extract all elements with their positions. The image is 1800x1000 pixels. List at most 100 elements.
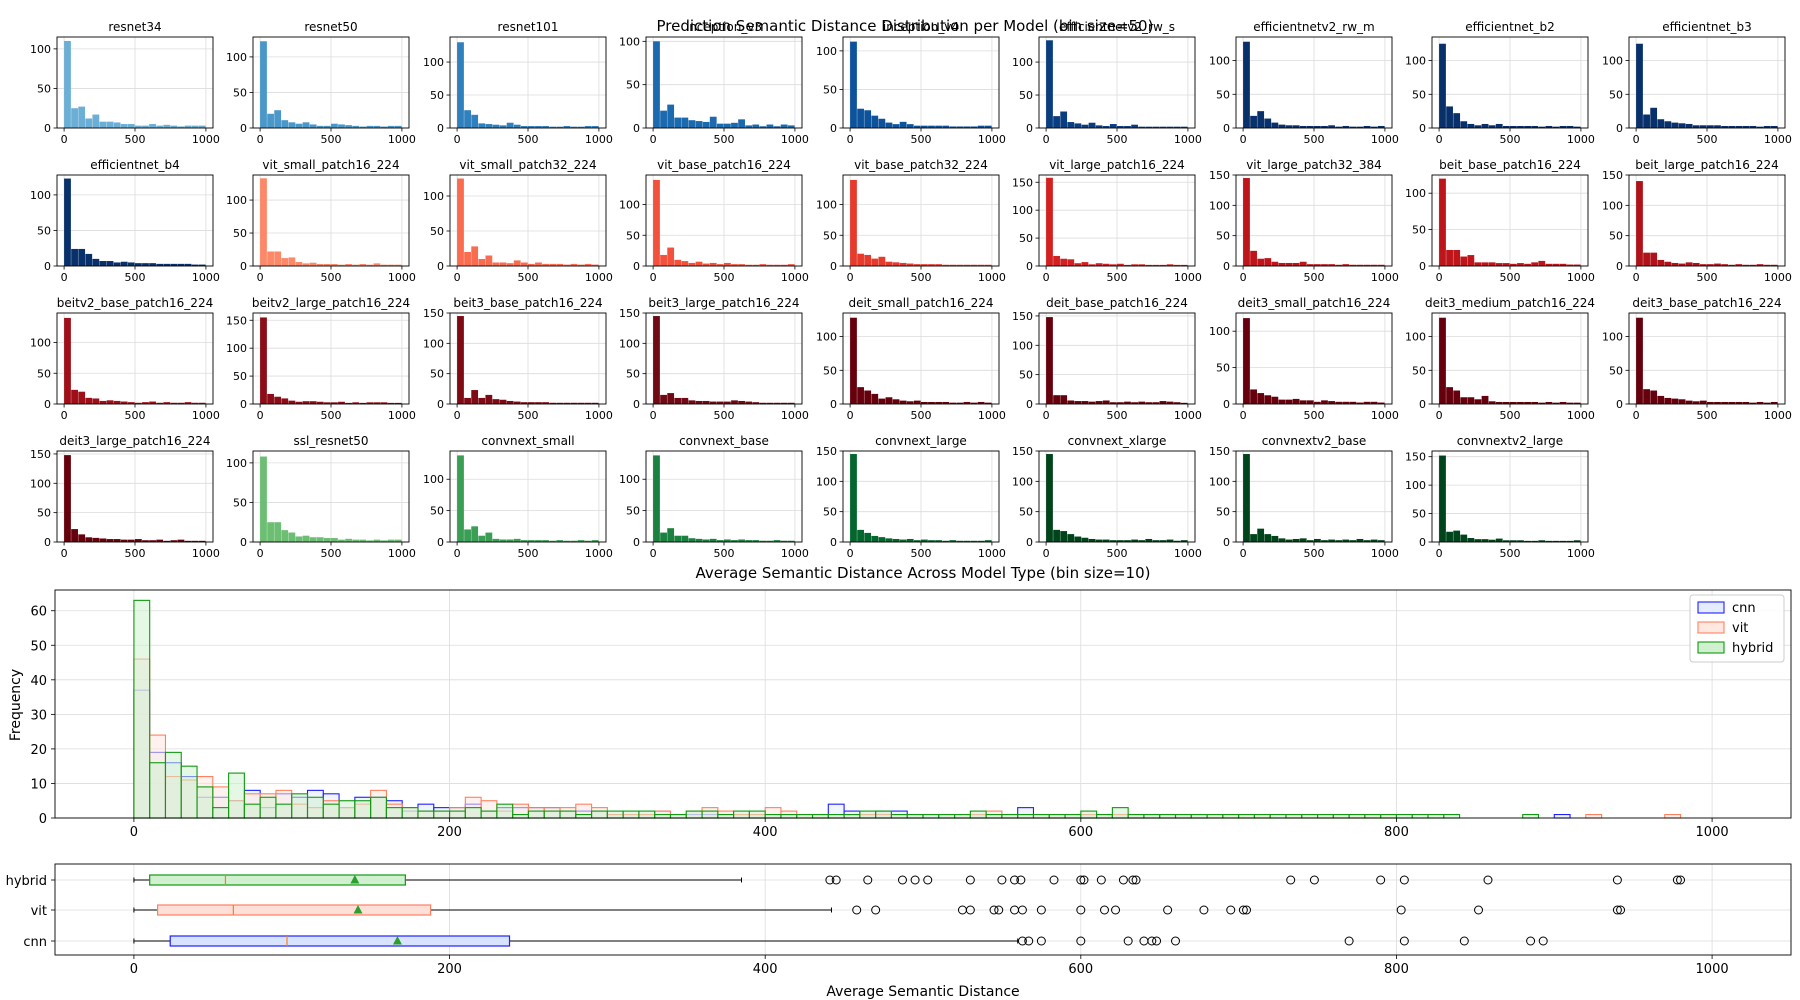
panel-13-bar — [913, 264, 921, 266]
panel-19-bar — [387, 402, 395, 404]
panel-33-xtick-label: 1000 — [1371, 547, 1399, 560]
panel-16-bar — [1467, 255, 1475, 266]
panel-24-xtick-label: 1000 — [1371, 409, 1399, 422]
panel-9-bar — [184, 263, 192, 266]
panel-14-ytick-label: 100 — [1012, 204, 1033, 217]
panel-29-bar — [577, 540, 585, 542]
mid-bar-hybrid — [1238, 813, 1255, 819]
panel-1-xtick-label: 1000 — [388, 133, 416, 146]
panel-18-ytick-label: 0 — [44, 398, 51, 411]
mid-bar-hybrid — [417, 810, 435, 819]
panel-7-xtick-label: 0 — [1436, 133, 1443, 146]
panel-31-bar — [892, 538, 900, 542]
panel-10-bar — [373, 263, 381, 266]
panel-28-bar — [380, 540, 388, 542]
panel-3-bar — [787, 125, 795, 128]
panel-9-bar — [78, 248, 86, 266]
panel-1-bar — [352, 125, 360, 128]
panel-7-bar — [1460, 121, 1468, 128]
panel-18-xtick-label: 1000 — [192, 409, 220, 422]
panel-10-bar — [302, 263, 310, 266]
panel-7-bar — [1439, 43, 1446, 129]
legend-swatch-cnn — [1697, 601, 1725, 614]
panel-28-bar — [260, 456, 267, 542]
box-hybrid-outlier — [863, 875, 873, 885]
box-cnn-outlier — [1036, 936, 1046, 946]
box-cnn-label: cnn — [23, 935, 47, 950]
panel-14-bar — [1124, 264, 1131, 266]
panel-25-xtick-label: 500 — [1500, 409, 1521, 422]
panel-30-bar — [716, 540, 724, 542]
panel-14-bar — [1046, 177, 1053, 266]
panel-26-bar — [1685, 400, 1693, 404]
panel-2-bar — [591, 126, 599, 128]
panel-20-bar — [556, 402, 564, 404]
panel-3-bar — [674, 117, 682, 128]
box-xtick-label: 600 — [1068, 962, 1093, 977]
panel-17-bar — [1756, 264, 1764, 266]
panel-17-bar — [1749, 264, 1757, 266]
panel-5-bar — [1088, 122, 1096, 128]
box-vit-outlier — [1616, 905, 1626, 915]
panel-9-bar — [191, 264, 199, 266]
panel-15-ytick-label: 50 — [1216, 230, 1230, 243]
box-hybrid-outlier — [831, 875, 841, 885]
panel-17-bar — [1707, 264, 1714, 266]
panel-11-bar — [478, 259, 486, 266]
panel-19-title: beitv2_large_patch16_224 — [252, 296, 410, 310]
panel-30-bar — [738, 539, 745, 542]
panel-3-bar — [709, 116, 717, 128]
panel-16-bar — [1517, 263, 1524, 266]
panel-2-bar — [485, 124, 493, 128]
panel-16-bar — [1474, 262, 1482, 266]
panel-1-bar — [295, 123, 303, 128]
panel-18-bar — [78, 391, 86, 404]
panel-18-title: beitv2_base_patch16_224 — [57, 296, 213, 310]
panel-1-bar — [345, 125, 352, 128]
box-hybrid-outlier — [1079, 875, 1089, 885]
panel-21-bar — [681, 397, 689, 404]
panel-22-bar — [977, 401, 985, 404]
panel-12-bar — [674, 259, 682, 266]
panel-25-bar — [1517, 401, 1524, 404]
panel-26-bar — [1763, 402, 1771, 404]
panel-28-bar — [338, 539, 345, 542]
panel-33-bar — [1306, 540, 1314, 542]
panel-1-bar — [387, 125, 395, 128]
panel-33-ytick-label: 100 — [1209, 475, 1230, 488]
panel-33-xtick-label: 500 — [1304, 547, 1325, 560]
panel-11-bar — [485, 255, 493, 266]
mid-xtick-label: 800 — [1384, 825, 1409, 840]
panel-32-bar — [1159, 540, 1167, 542]
panel-4-ytick-label: 0 — [830, 122, 837, 135]
panel-0-bar — [184, 125, 192, 128]
panel-25-bar — [1510, 401, 1517, 404]
panel-16-bar — [1510, 263, 1517, 266]
panel-22-xtick-label: 1000 — [978, 409, 1006, 422]
panel-26-ytick-label: 100 — [1602, 331, 1623, 344]
panel-19-bar — [338, 401, 345, 404]
panel-24-bar — [1292, 398, 1300, 404]
panel-7-xtick-label: 500 — [1500, 133, 1521, 146]
panel-18-bar — [198, 402, 206, 404]
panel-1-bar — [380, 126, 388, 128]
panel-16-bar — [1545, 263, 1553, 266]
panel-19-bar — [309, 401, 317, 404]
panel-19-bar — [288, 400, 296, 404]
panel-25-bar — [1538, 402, 1546, 404]
panel-18-bar — [149, 401, 156, 404]
panel-6-ytick-label: 50 — [1216, 88, 1230, 101]
panel-20-bar — [457, 316, 464, 404]
panel-14-xtick-label: 0 — [1043, 271, 1050, 284]
panel-8-bar — [1721, 125, 1728, 128]
panel-26-bar — [1756, 401, 1764, 404]
panel-29-xtick-label: 0 — [454, 547, 461, 560]
panel-17-bar — [1728, 264, 1736, 266]
panel-33-bar — [1299, 538, 1307, 542]
panel-7-bar — [1481, 123, 1489, 128]
box-cnn-outlier — [1024, 936, 1034, 946]
mid-bar-hybrid — [622, 810, 640, 819]
panel-6-ytick-label: 100 — [1209, 55, 1230, 68]
panel-14-bar — [1138, 264, 1146, 266]
panel-26-bar — [1728, 401, 1736, 404]
